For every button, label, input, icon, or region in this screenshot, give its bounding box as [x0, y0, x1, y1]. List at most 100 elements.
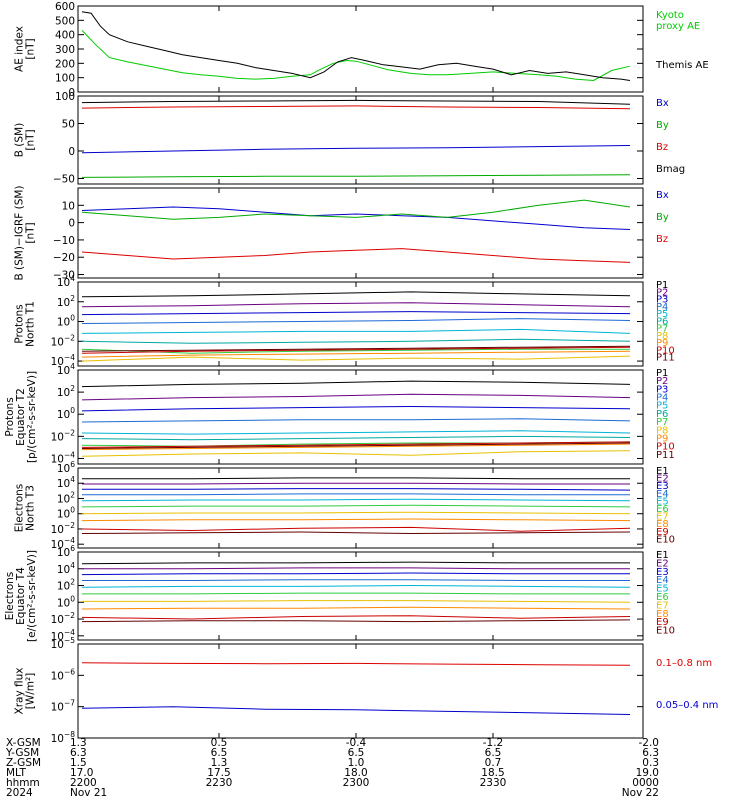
legend-entry: By: [656, 120, 669, 131]
legend-entry: P3: [656, 295, 668, 306]
series-line-p8: [81, 355, 631, 362]
legend-entry: E3: [656, 481, 669, 492]
legend-entry: E8: [656, 519, 669, 530]
legend-entry: P6: [656, 316, 668, 327]
legend-entry: P1: [656, 368, 668, 379]
series-line-e8: [81, 518, 631, 522]
legend-entry: E1: [656, 550, 669, 561]
series-line-bx: [81, 145, 631, 154]
legend-entry: P4: [656, 393, 668, 404]
legend-entry: 0.1–0.8 nm: [656, 658, 712, 669]
series-line-p1: [81, 291, 631, 298]
series-line-e9: [81, 526, 631, 532]
ephemeris-value: 1.5: [70, 757, 87, 769]
y-axis-label: [nT]: [25, 129, 37, 150]
legend-entry: P2: [656, 287, 668, 298]
ephemeris-value: 0.5: [211, 737, 228, 749]
ephemeris-table: X-GSM 1.3 0.5 -0.4 -1.2 -2.0 Y-GSM 6.3 6.5 6.5 6.5…: [5, 737, 659, 799]
legend-entry: E4: [656, 575, 669, 586]
y-axis-label: [nT]: [25, 38, 37, 59]
ephemeris-value: -2.0: [639, 737, 660, 749]
series-line-p3: [81, 311, 631, 316]
panel-frame: [77, 467, 644, 549]
panel-bsm: −50 0 50 100 B (SM) [nT] Bx By Bz Bmag: [14, 91, 686, 186]
legend-entry: P9: [656, 338, 668, 349]
series-line-p4: [81, 418, 631, 423]
legend-entry: P10: [656, 345, 675, 356]
ephemeris-row-label: 2024: [6, 787, 33, 799]
panel-frame: [77, 187, 644, 279]
legend-entry: E2: [656, 474, 669, 485]
panel-frame: [77, 95, 644, 185]
legend-entry: 0.05–0.4 nm: [656, 700, 718, 711]
legend-entry: E7: [656, 512, 669, 523]
series-line-p2: [81, 393, 631, 401]
y-axis-label: Electrons: [4, 572, 16, 621]
y-tick-label: 500: [55, 15, 75, 27]
legend-entry: P6: [656, 409, 668, 420]
series-line-e3: [82, 488, 631, 491]
y-axis-label: AE index: [14, 26, 26, 72]
ephemeris-value: 0000: [632, 777, 659, 789]
legend-entry: P10: [656, 442, 675, 453]
legend-entry: E1: [656, 466, 669, 477]
series-line-p6: [81, 338, 631, 344]
series-line-p1: [81, 380, 631, 388]
legend-entry: P11: [656, 450, 675, 461]
series-line-by: [81, 174, 631, 178]
panel-frame: [77, 5, 644, 93]
ephemeris-value: 17.0: [70, 767, 93, 779]
ephemeris-value: 0.3: [642, 757, 659, 769]
y-axis-label: [nT]: [25, 222, 37, 243]
series-line-bmag: [81, 99, 631, 105]
legend-entry: E7: [656, 600, 669, 611]
y-tick-label: −30: [53, 270, 75, 282]
ephemeris-value: 6.5: [348, 747, 365, 759]
panel-frame: [77, 551, 644, 641]
series-line-p4: [81, 318, 631, 324]
series-line-p11: [81, 442, 631, 449]
legend-entry: P7: [656, 324, 668, 335]
y-tick-label: 104: [57, 362, 75, 377]
ephemeris-value: 6.3: [70, 747, 87, 759]
series-line-p10: [81, 441, 631, 448]
legend-entry: Bx: [656, 98, 669, 109]
legend-entry: E6: [656, 504, 669, 515]
ephemeris-row-label: Z-GSM: [6, 757, 41, 769]
y-axis-label: North T3: [25, 485, 37, 531]
series-line-p3: [81, 405, 631, 412]
legend-entry: P3: [656, 384, 668, 395]
series-line-e5: [81, 584, 631, 588]
legend-entry: E6: [656, 592, 669, 603]
y-axis-label: [p/(cm²-s-sr-keV)]: [26, 371, 38, 463]
ephemeris-row-label: Y-GSM: [5, 747, 39, 759]
series-line-bz: [81, 248, 631, 263]
y-tick-label: 10: [62, 200, 75, 212]
y-tick-label: 104: [57, 274, 75, 289]
y-tick-label: 10−2: [51, 611, 76, 626]
series-line-p8: [81, 450, 631, 457]
ephemeris-value: 1.0: [348, 757, 365, 769]
legend-entry: P8: [656, 425, 668, 436]
legend-entry: P5: [656, 401, 668, 412]
panel-frame: [77, 281, 644, 367]
y-tick-label: 400: [55, 30, 75, 42]
panel-frame: [77, 643, 644, 739]
y-tick-label: 102: [57, 384, 75, 399]
ephemeris-value: 19.0: [636, 767, 659, 779]
series-line-bz: [81, 105, 631, 110]
y-tick-label: 0: [68, 87, 75, 99]
y-tick-label: 0: [68, 146, 75, 158]
series-line-kyoto-proxy-ae: [81, 30, 631, 82]
legend-entry: E2: [656, 558, 669, 569]
y-axis-label: Equator T2: [15, 388, 27, 446]
y-axis-label: [e/(cm²-s-sr-keV)]: [26, 550, 38, 642]
y-tick-label: 50: [62, 119, 75, 131]
series-line-0-1-0-8-nm: [81, 662, 631, 666]
series-line-e6: [82, 592, 630, 595]
legend-entry: P8: [656, 331, 668, 342]
series-line-e4: [82, 579, 630, 581]
y-tick-label: 10−2: [51, 521, 76, 536]
